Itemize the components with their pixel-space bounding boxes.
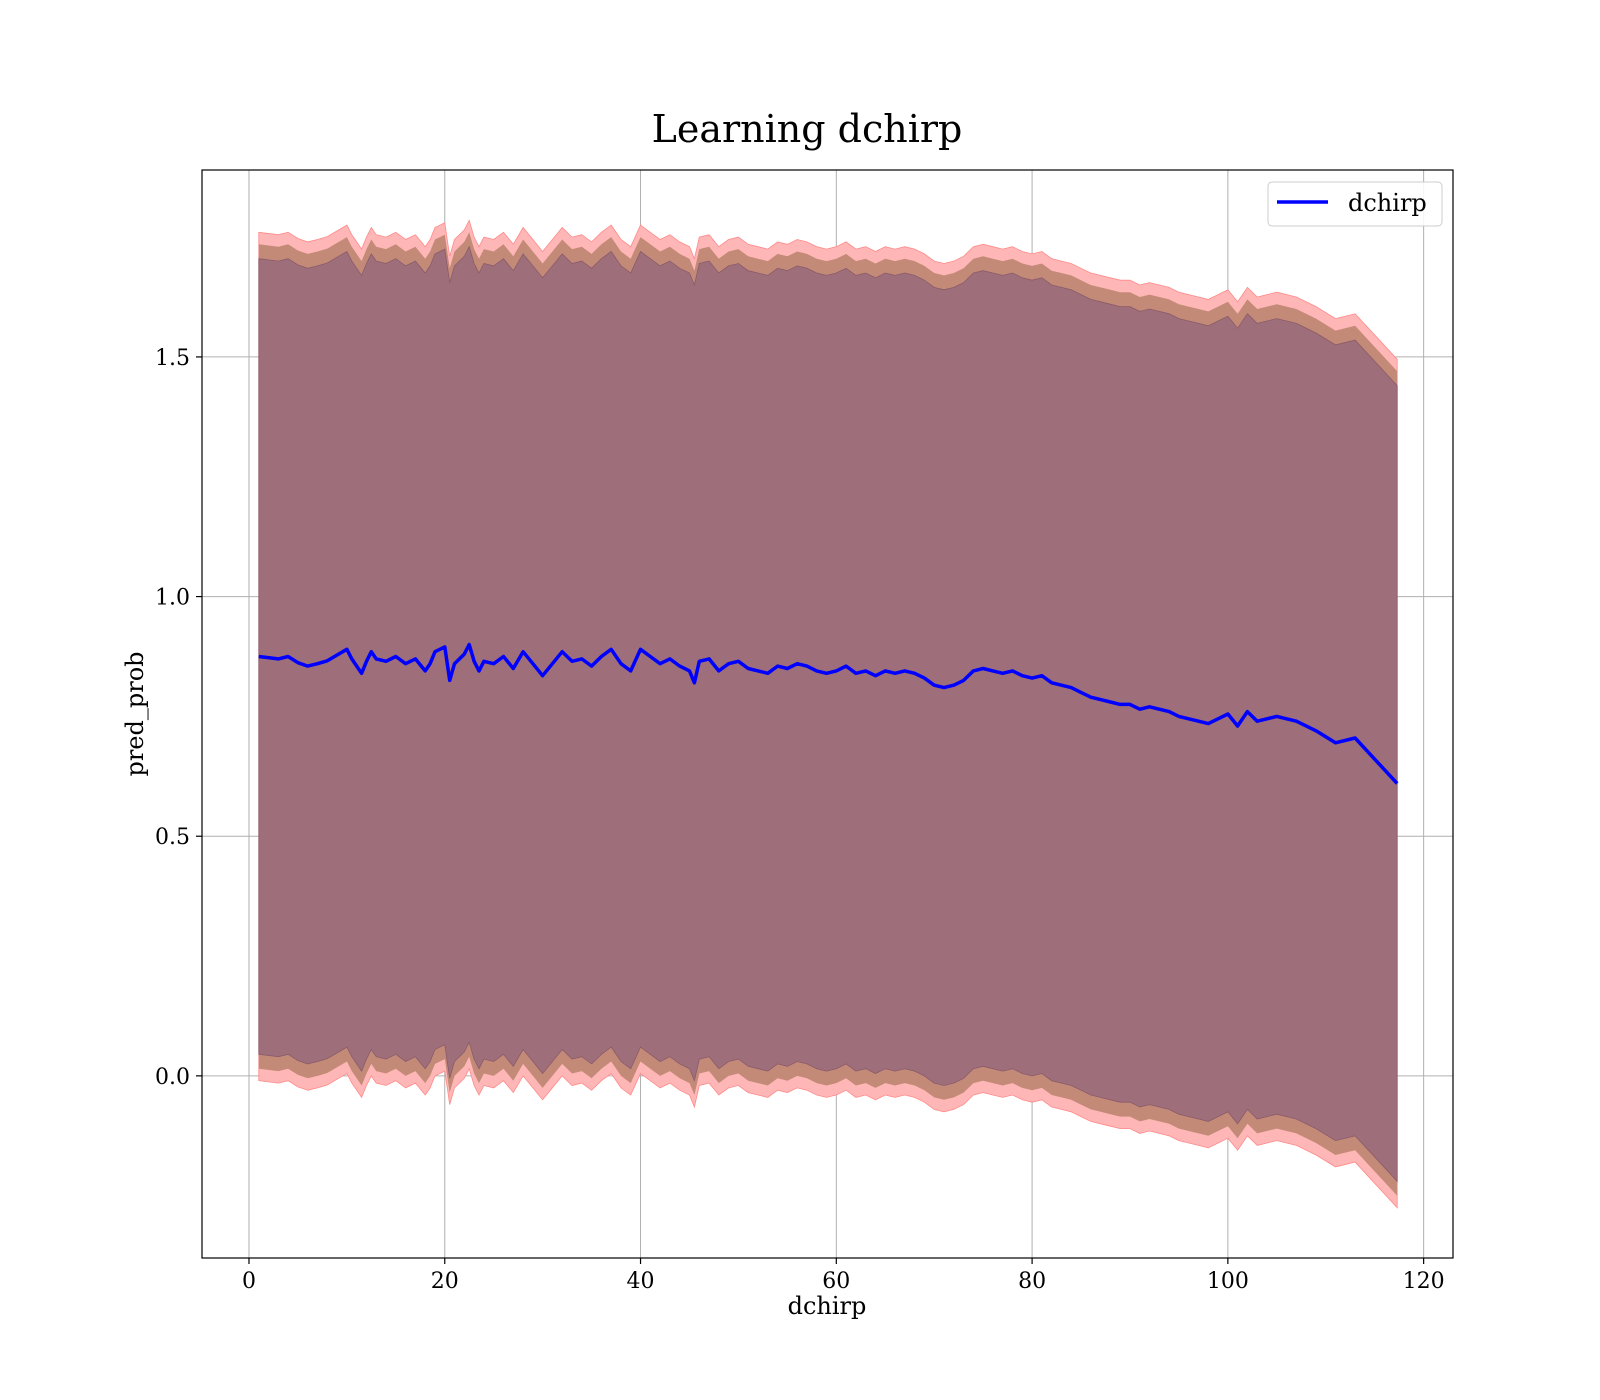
x-tick-label: 60 — [822, 1269, 850, 1294]
x-tick-label: 0 — [242, 1269, 256, 1294]
x-tick-label: 100 — [1207, 1269, 1249, 1294]
y-tick-label: 0.0 — [155, 1065, 190, 1090]
confidence-bands — [258, 219, 1398, 1209]
x-ticks: 0 20 40 60 80 100 120 — [242, 1258, 1445, 1294]
series-lines — [258, 642, 1399, 785]
y-axis-label: pred_prob — [121, 651, 149, 776]
chart-title: Learning dchirp — [652, 107, 963, 151]
legend: dchirp — [1267, 181, 1443, 227]
y-tick-label: 0.5 — [155, 825, 190, 850]
inner-band — [258, 245, 1398, 1183]
y-ticks: 0.0 0.5 1.0 1.5 — [155, 346, 202, 1090]
y-tick-label: 1.0 — [155, 586, 190, 611]
legend-entry-label: dchirp — [1348, 189, 1427, 217]
x-tick-label: 20 — [431, 1269, 459, 1294]
x-tick-label: 80 — [1018, 1269, 1046, 1294]
x-tick-label: 120 — [1403, 1269, 1445, 1294]
y-tick-label: 1.5 — [155, 346, 190, 371]
plot-frame — [201, 169, 1454, 1259]
x-axis-label: dchirp — [788, 1292, 867, 1320]
legend-box — [1267, 181, 1443, 227]
series-line-dchirp — [258, 642, 1399, 785]
x-tick-label: 40 — [627, 1269, 655, 1294]
